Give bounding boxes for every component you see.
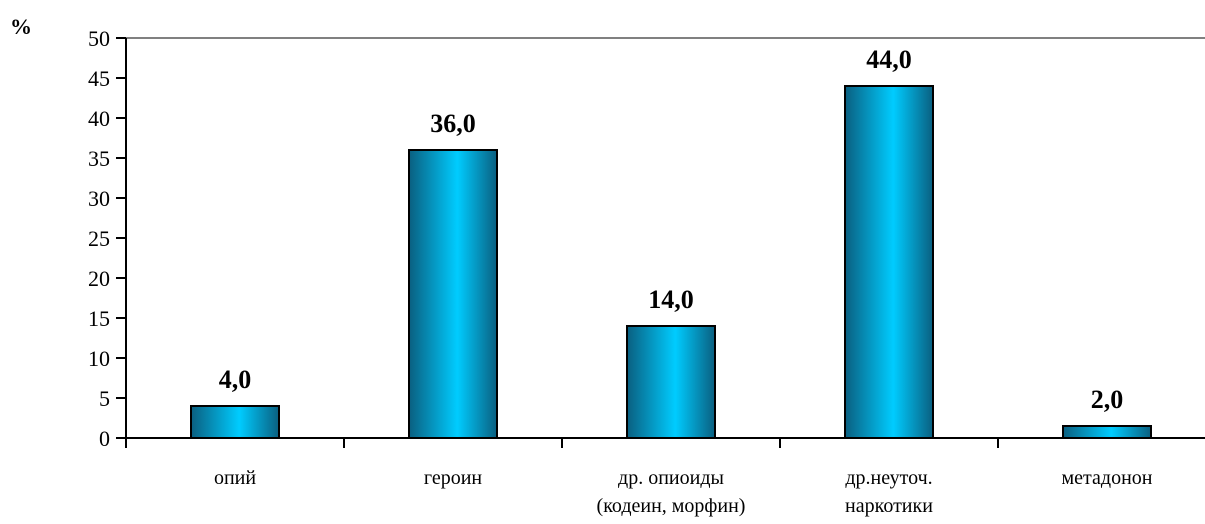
y-tick-label: 20: [88, 266, 110, 291]
bar: [190, 405, 280, 439]
y-tick-label: 45: [88, 66, 110, 91]
y-tick-label: 15: [88, 306, 110, 331]
y-unit-label: %: [10, 14, 32, 39]
bar: [626, 325, 716, 439]
bars: 4,0 36,0 14,0 44,0 2,0: [190, 45, 1152, 439]
x-category-label: метадонон: [1062, 467, 1153, 489]
y-tick-label: 0: [99, 426, 110, 451]
x-category-label: героин: [424, 467, 483, 489]
y-tick-label: 40: [88, 106, 110, 131]
y-tick-label: 10: [88, 346, 110, 371]
y-tick-label: 25: [88, 226, 110, 251]
bar: [844, 85, 934, 439]
data-label: 4,0: [219, 365, 252, 394]
y-tick-label: 35: [88, 146, 110, 171]
data-label: 2,0: [1091, 385, 1124, 414]
x-category-label: др.неуточ. наркотики: [845, 467, 933, 517]
y-tick-label: 5: [99, 386, 110, 411]
data-label: 44,0: [866, 45, 912, 74]
y-tick-label: 30: [88, 186, 110, 211]
bar: [1062, 425, 1152, 439]
data-label: 36,0: [430, 109, 476, 138]
y-tick-label: 50: [88, 26, 110, 51]
bar: [408, 149, 498, 439]
data-label: 14,0: [648, 285, 694, 314]
x-axis-labels: опий героин др. опиоиды (кодеин, морфин) др.…: [214, 467, 1153, 517]
x-category-label: др. опиоиды (кодеин, морфин): [597, 467, 746, 517]
y-axis-ticks: 0 5 10 15 20 25 30 35 40 45 50: [88, 26, 126, 451]
x-category-label: опий: [214, 467, 256, 489]
